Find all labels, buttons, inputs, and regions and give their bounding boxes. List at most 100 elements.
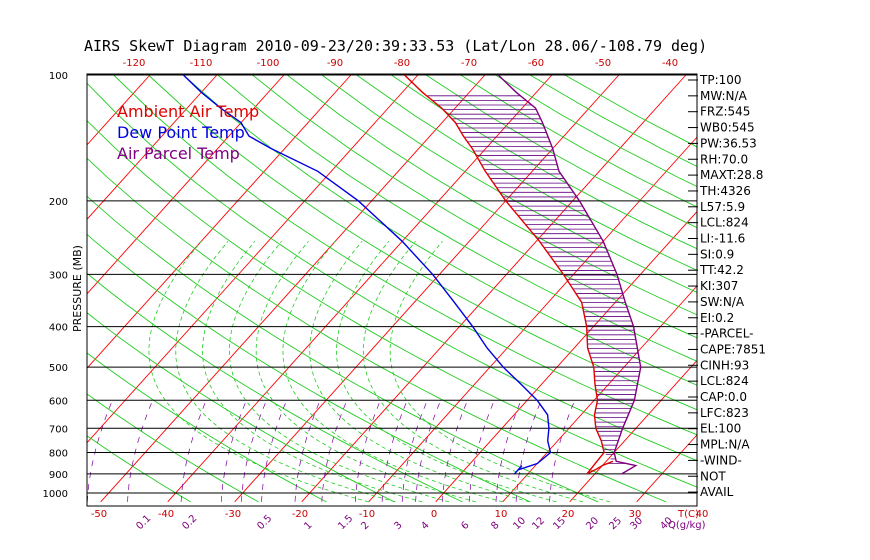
bottom-temp-tick: 0 bbox=[431, 509, 437, 520]
index-item: SI:0.9 bbox=[700, 247, 734, 261]
moist-adiabat-line bbox=[389, 241, 611, 503]
bottom-temp-tick: -20 bbox=[292, 509, 308, 520]
isotherm-line bbox=[87, 74, 218, 221]
index-item: EI:0.2 bbox=[700, 311, 734, 325]
mixing-ratio-line bbox=[127, 400, 153, 502]
mixing-ratio-unit: Q(g/kg) bbox=[668, 520, 706, 531]
mixing-ratio-line bbox=[415, 400, 442, 502]
index-item: CAP:0.0 bbox=[700, 390, 747, 404]
mixing-ratio-line bbox=[515, 400, 542, 502]
dry-adiabat-line bbox=[286, 74, 697, 316]
mixing-ratio-line bbox=[381, 400, 408, 502]
top-temp-tick: -40 bbox=[662, 58, 678, 69]
mixing-ratio-line bbox=[495, 400, 522, 502]
index-item: MW:N/A bbox=[700, 89, 748, 103]
top-temp-tick: -70 bbox=[461, 58, 477, 69]
mixing-ratio-tick: 1.5 bbox=[336, 513, 355, 532]
dry-adiabat-line bbox=[148, 74, 697, 411]
index-item: PW:36.53 bbox=[700, 136, 757, 150]
isotherm-line bbox=[0, 75, 16, 502]
dry-adiabat-line bbox=[87, 82, 697, 462]
dry-adiabat-line bbox=[321, 74, 697, 293]
isotherm-line bbox=[234, 74, 620, 503]
index-item: SW:N/A bbox=[700, 295, 745, 309]
top-temp-tick: -60 bbox=[528, 58, 544, 69]
top-temp-tick: -100 bbox=[257, 58, 280, 69]
index-item: TT:42.2 bbox=[699, 263, 744, 277]
index-item: NOT bbox=[700, 469, 726, 483]
index-item: TP:100 bbox=[699, 73, 742, 87]
isotherm-line bbox=[87, 74, 419, 444]
dry-adiabat-line bbox=[87, 195, 599, 503]
bottom-temp-tick: -30 bbox=[225, 509, 241, 520]
temp-unit-label: T(C) bbox=[677, 509, 699, 520]
top-temp-tick: -120 bbox=[123, 58, 146, 69]
chart-title: AIRS SkewT Diagram 2010-09-23/20:39:33.5… bbox=[84, 37, 707, 55]
moist-adiabat-line bbox=[282, 241, 503, 503]
isotherm-line bbox=[502, 285, 697, 503]
mixing-ratio-line bbox=[220, 400, 247, 502]
pressure-tick-label: 200 bbox=[49, 197, 68, 208]
mixing-ratio-lines bbox=[87, 400, 576, 502]
pressure-tick-label: 600 bbox=[49, 396, 68, 407]
legend-entry: Dew Point Temp bbox=[117, 123, 245, 142]
index-item: CAPE:7851 bbox=[700, 342, 766, 356]
ambient-air-temp-line bbox=[404, 74, 614, 475]
index-item: FRZ:545 bbox=[700, 105, 750, 119]
mixing-ratio-line bbox=[87, 400, 113, 502]
mixing-ratio-tick: 8 bbox=[489, 520, 501, 532]
mixing-ratio-line bbox=[401, 400, 428, 502]
legend-entry: Ambient Air Temp bbox=[117, 102, 259, 121]
moist-adiabat-line bbox=[175, 241, 396, 503]
mixing-ratio-line bbox=[468, 400, 495, 502]
bottom-temp-tick: 10 bbox=[495, 509, 508, 520]
dry-adiabat-line bbox=[87, 312, 395, 503]
pressure-tick-label: 100 bbox=[49, 71, 68, 82]
y-axis-label: PRESSURE (MB) bbox=[71, 245, 84, 332]
isotherm-line bbox=[87, 74, 352, 369]
moist-adiabat-line bbox=[309, 241, 530, 503]
mixing-ratio-line bbox=[241, 400, 267, 502]
air-parcel-temp-line bbox=[497, 74, 642, 475]
mixing-ratio-line bbox=[354, 400, 381, 502]
bottom-temp-tick: 20 bbox=[562, 509, 575, 520]
isotherm-line bbox=[87, 74, 285, 295]
moist-adiabat-line bbox=[336, 241, 557, 503]
isotherm-line bbox=[368, 136, 697, 503]
index-item: -WIND- bbox=[700, 453, 742, 467]
mixing-ratio-tick: 1 bbox=[302, 520, 314, 532]
pressure-tick-label: 900 bbox=[49, 470, 68, 481]
dry-adiabat-line bbox=[87, 352, 327, 503]
adiabat-lines bbox=[87, 74, 697, 503]
index-item: MAXT:28.8 bbox=[700, 168, 763, 182]
dry-adiabat-line bbox=[87, 435, 191, 503]
mixing-ratio-line bbox=[549, 400, 576, 502]
mixing-ratio-tick: 3 bbox=[392, 520, 404, 532]
dry-adiabat-line bbox=[356, 74, 697, 271]
dry-adiabat-line bbox=[217, 74, 697, 362]
top-temp-tick: -50 bbox=[595, 58, 611, 69]
mixing-ratio-line bbox=[442, 400, 468, 502]
moist-adiabat-line bbox=[228, 241, 450, 503]
mixing-ratio-tick: 0.1 bbox=[134, 513, 153, 532]
moist-adiabat-line bbox=[202, 241, 423, 503]
mixing-ratio-tick: 25 bbox=[607, 515, 624, 532]
top-temp-tick: -110 bbox=[190, 58, 213, 69]
index-item: L57:5.9 bbox=[700, 200, 745, 214]
bottom-temp-tick: 30 bbox=[629, 509, 642, 520]
index-item: EL:100 bbox=[700, 422, 741, 436]
index-item: LCL:824 bbox=[700, 216, 749, 230]
mixing-ratio-line bbox=[261, 400, 287, 502]
pressure-tick-label: 400 bbox=[49, 323, 68, 334]
top-temp-tick: -80 bbox=[394, 58, 410, 69]
index-item: WB0:545 bbox=[700, 121, 755, 135]
mixing-ratio-tick: 0.2 bbox=[180, 513, 199, 532]
moist-adiabat-line bbox=[255, 241, 477, 503]
mixing-ratio-line bbox=[180, 400, 207, 502]
legend-entry: Air Parcel Temp bbox=[117, 144, 240, 163]
index-item: AVAIL bbox=[700, 485, 734, 499]
pressure-tick-label: 800 bbox=[49, 448, 68, 459]
cape-hatching bbox=[426, 95, 641, 464]
